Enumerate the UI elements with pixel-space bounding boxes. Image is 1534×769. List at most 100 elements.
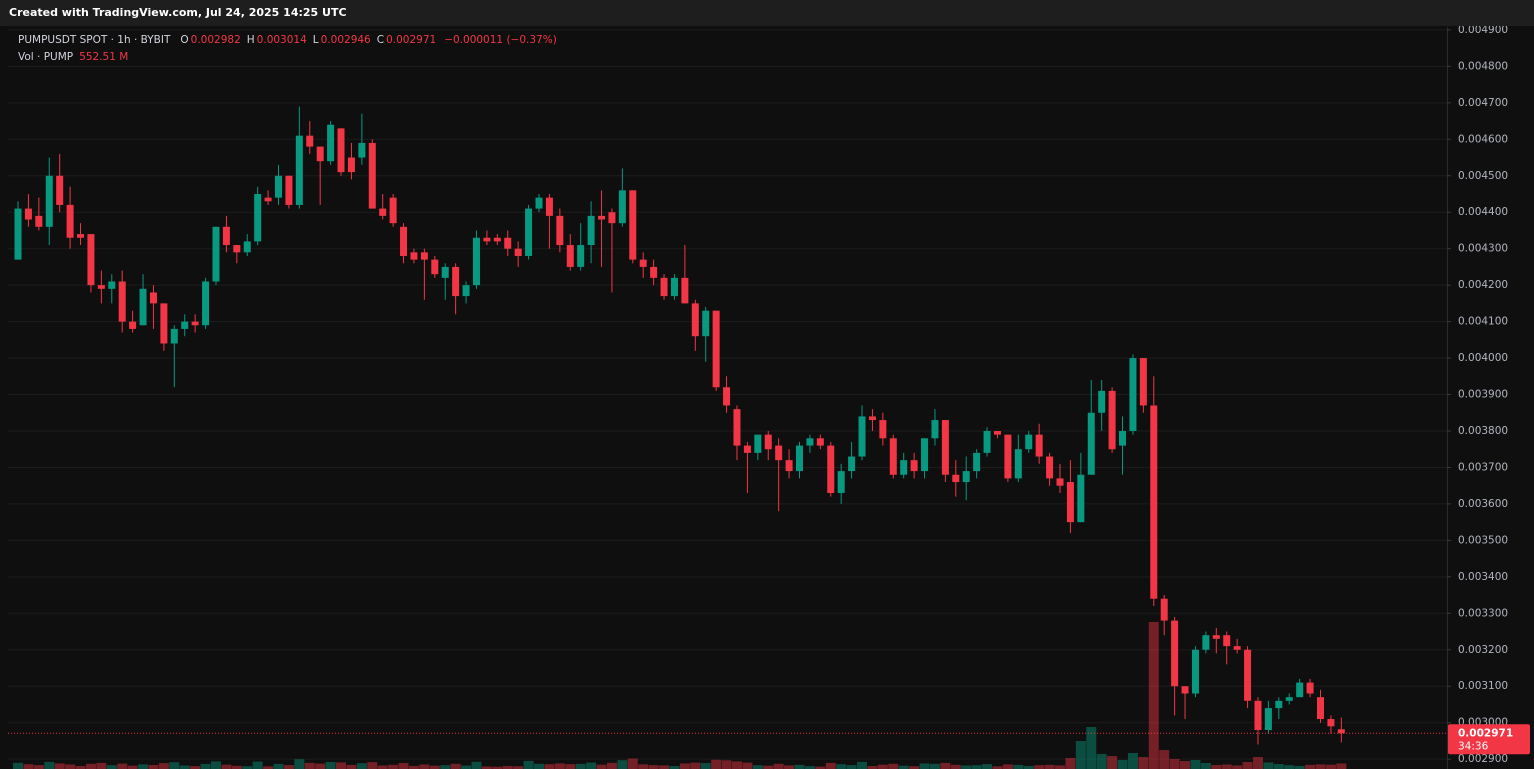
y-tick-label: 0.004200 [1458, 279, 1508, 291]
volume-value: 552.51 M [79, 51, 129, 63]
volume-bar [950, 764, 961, 769]
candle-body [848, 456, 856, 472]
candle-body [87, 234, 95, 286]
volume-bar [669, 766, 680, 769]
volume-bar [481, 766, 492, 769]
candle-body [493, 237, 501, 242]
volume-bar [575, 763, 586, 769]
candle-body [1327, 719, 1335, 727]
volume-bar [221, 764, 232, 769]
y-tick-label: 0.003500 [1458, 534, 1508, 546]
volume-bar [606, 762, 617, 769]
candle-body [712, 310, 720, 388]
volume-bar [461, 765, 472, 769]
volume-bar [586, 762, 597, 769]
candle-body [806, 438, 814, 446]
volume-bar [33, 765, 44, 769]
y-tick-label: 0.003600 [1458, 498, 1508, 510]
volume-bar [825, 762, 836, 769]
volume-bar [971, 765, 982, 769]
candle-body [358, 142, 366, 158]
volume-bar [23, 764, 34, 769]
candle-body [691, 303, 699, 337]
volume-bar [784, 765, 795, 769]
candle-body [733, 409, 741, 446]
candle-body [587, 215, 595, 246]
volume-bar [377, 765, 388, 769]
volume-bar [627, 758, 638, 769]
volume-bar [190, 766, 201, 769]
candle-body [983, 430, 991, 453]
candle-body [222, 226, 230, 246]
volume-bar [440, 765, 451, 769]
candle-body [1077, 474, 1085, 523]
volume-bar [252, 761, 263, 769]
volume-bar [1023, 766, 1034, 769]
candle-body [796, 445, 803, 472]
volume-bar [659, 765, 670, 769]
candle-body [1150, 405, 1158, 599]
volume-bar [617, 760, 628, 769]
candle-body [14, 208, 22, 260]
volume-bar [565, 764, 576, 769]
volume-bar [138, 764, 149, 769]
candle-body [723, 387, 731, 406]
ohlc-value: 0.002946 [320, 34, 371, 46]
volume-bar [1148, 622, 1159, 769]
candle-body [743, 445, 751, 453]
candle-body [618, 190, 626, 224]
candle-body [1306, 682, 1314, 694]
candle-body [941, 420, 949, 475]
volume-bar [44, 761, 55, 769]
candle-body [577, 245, 585, 267]
candle-body [233, 245, 241, 253]
volume-bar [1013, 764, 1024, 769]
candle-body [295, 135, 303, 205]
volume-name: Vol · PUMP [18, 51, 74, 63]
volume-bar [1127, 753, 1138, 769]
candle-body [1108, 390, 1116, 450]
candle-body [1264, 708, 1272, 730]
y-tick-label: 0.003200 [1458, 644, 1508, 656]
volume-bar [1263, 762, 1274, 769]
candle-body [181, 321, 189, 329]
volume-bar [1284, 765, 1295, 769]
volume-bar [367, 762, 378, 769]
candle-body [598, 215, 606, 220]
volume-bar [294, 759, 305, 769]
volume-bar [1138, 757, 1149, 769]
volume-bar [325, 762, 336, 769]
candle-body [1025, 434, 1033, 450]
candle-body [285, 175, 293, 205]
candle-body [952, 474, 960, 483]
volume-bar [336, 762, 347, 769]
volume-bar [940, 762, 951, 769]
price-axis [1447, 27, 1534, 769]
candle-body [754, 434, 762, 453]
last-price-label: 0.002971 [1458, 727, 1513, 739]
volume-bars [13, 622, 1347, 769]
candle-body [900, 460, 908, 475]
volume-bar [210, 761, 221, 769]
volume-bar [690, 762, 701, 769]
y-tick-label: 0.004100 [1458, 316, 1508, 328]
volume-bar [419, 764, 430, 769]
candle-body [1087, 412, 1095, 475]
candle-body [275, 175, 282, 198]
volume-bar [1305, 764, 1316, 769]
candle-body [108, 281, 116, 289]
candle-body [254, 193, 262, 242]
y-tick-label: 0.002900 [1458, 753, 1508, 765]
watermark-bar: Created with TradingView.com, Jul 24, 20… [0, 0, 1534, 26]
y-tick-label: 0.004900 [1458, 24, 1508, 36]
volume-bar [1055, 765, 1065, 769]
candle-body [347, 157, 355, 173]
candle-body [1139, 358, 1147, 406]
candle-body [1129, 358, 1137, 431]
volume-bar [65, 764, 76, 769]
candle-body [368, 142, 376, 209]
ohlc-key: H [246, 34, 255, 46]
volume-bar [1232, 765, 1243, 769]
candle-body [400, 226, 408, 256]
